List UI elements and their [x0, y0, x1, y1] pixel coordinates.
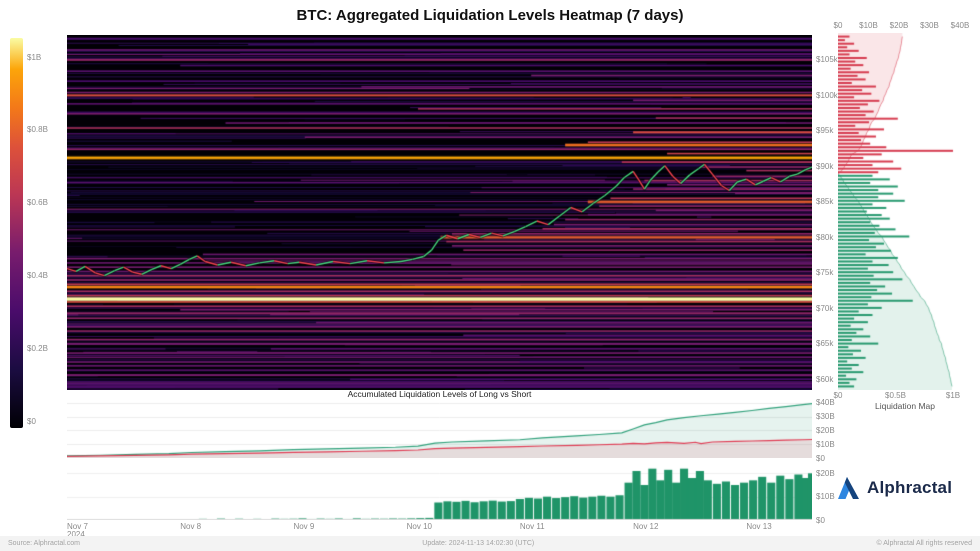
- liqmap-cumulative-axis-tick: $20B: [889, 21, 909, 30]
- date-tick: Nov 10: [406, 522, 433, 531]
- accum-axis-tick: $0: [816, 453, 825, 463]
- volume-chart-canvas: [67, 464, 812, 520]
- colorbar-tick: $0.6B: [27, 198, 48, 208]
- date-tick: Nov 13: [746, 522, 772, 531]
- accum-axis-tick: $30B: [816, 412, 835, 422]
- footer-update: Update: 2024-11-13 14:02:30 (UTC): [422, 540, 535, 547]
- date-tick: Nov 8: [180, 522, 202, 531]
- liqmap-cumulative-axis-tick: $0: [833, 21, 843, 30]
- accumulated-chart-canvas: [67, 400, 812, 458]
- colorbar-tick: $0.4B: [27, 270, 48, 280]
- date-tick: Nov 12: [633, 522, 659, 531]
- volume-axis-tick: $10B: [816, 492, 835, 502]
- liqmap-bar-axis-tick: $1B: [945, 391, 961, 400]
- price-axis-tick: $75k: [816, 268, 834, 278]
- price-axis-tick: $100k: [816, 90, 838, 100]
- colorbar-gradient: [10, 38, 23, 428]
- colorbar-tick: $0: [27, 416, 36, 426]
- date-tick: Nov 9: [293, 522, 315, 531]
- liqmap-cumulative-axis-tick: $40B: [950, 21, 970, 30]
- liquidation-map-title: Liquidation Map: [874, 401, 935, 411]
- date-tick: Nov 11: [519, 522, 545, 531]
- alphractal-logo-icon: [838, 477, 859, 499]
- price-axis-tick: $70k: [816, 303, 834, 313]
- footer-copyright: © Alphractal All rights reserved: [876, 540, 972, 547]
- date-tick-year: 2024: [67, 530, 85, 539]
- accumulated-chart-title: Accumulated Liquidation Levels of Long v…: [347, 389, 532, 399]
- page-title: BTC: Aggregated Liquidation Levels Heatm…: [296, 7, 684, 24]
- footer-source: Source: Alphractal.com: [8, 540, 80, 547]
- volume-axis-tick: $0: [816, 515, 825, 525]
- liqmap-bar-axis-tick: $0: [833, 391, 843, 400]
- volume-axis-tick: $20B: [816, 468, 835, 478]
- accum-axis-tick: $10B: [816, 439, 835, 449]
- liquidation-map-canvas: [838, 33, 972, 390]
- price-axis-tick: $65k: [816, 339, 834, 349]
- colorbar-tick: $0.8B: [27, 125, 48, 135]
- alphractal-logo-text: Alphractal: [867, 478, 953, 497]
- price-axis-tick: $85k: [816, 197, 834, 207]
- price-axis-tick: $105k: [816, 55, 838, 65]
- alphractal-logo: Alphractal: [836, 476, 952, 500]
- footer-bar: Source: Alphractal.com Update: 2024-11-1…: [0, 536, 980, 551]
- price-axis-tick: $90k: [816, 161, 834, 171]
- date-tick: Nov 7: [67, 522, 88, 531]
- accum-axis-tick: $40B: [816, 398, 835, 408]
- colorbar-tick: $0.2B: [27, 343, 48, 353]
- colorbar-tick: $1B: [27, 52, 42, 62]
- heatmap-canvas: [67, 35, 812, 390]
- liqmap-cumulative-axis-tick: $10B: [859, 21, 878, 30]
- liqmap-bar-axis-tick: $0.5B: [885, 391, 906, 400]
- price-axis-tick: $95k: [816, 126, 834, 136]
- liqmap-cumulative-axis-tick: $30B: [920, 21, 939, 30]
- price-axis-tick: $80k: [816, 232, 834, 242]
- price-axis-tick: $60k: [816, 374, 834, 384]
- accum-axis-tick: $20B: [816, 425, 835, 435]
